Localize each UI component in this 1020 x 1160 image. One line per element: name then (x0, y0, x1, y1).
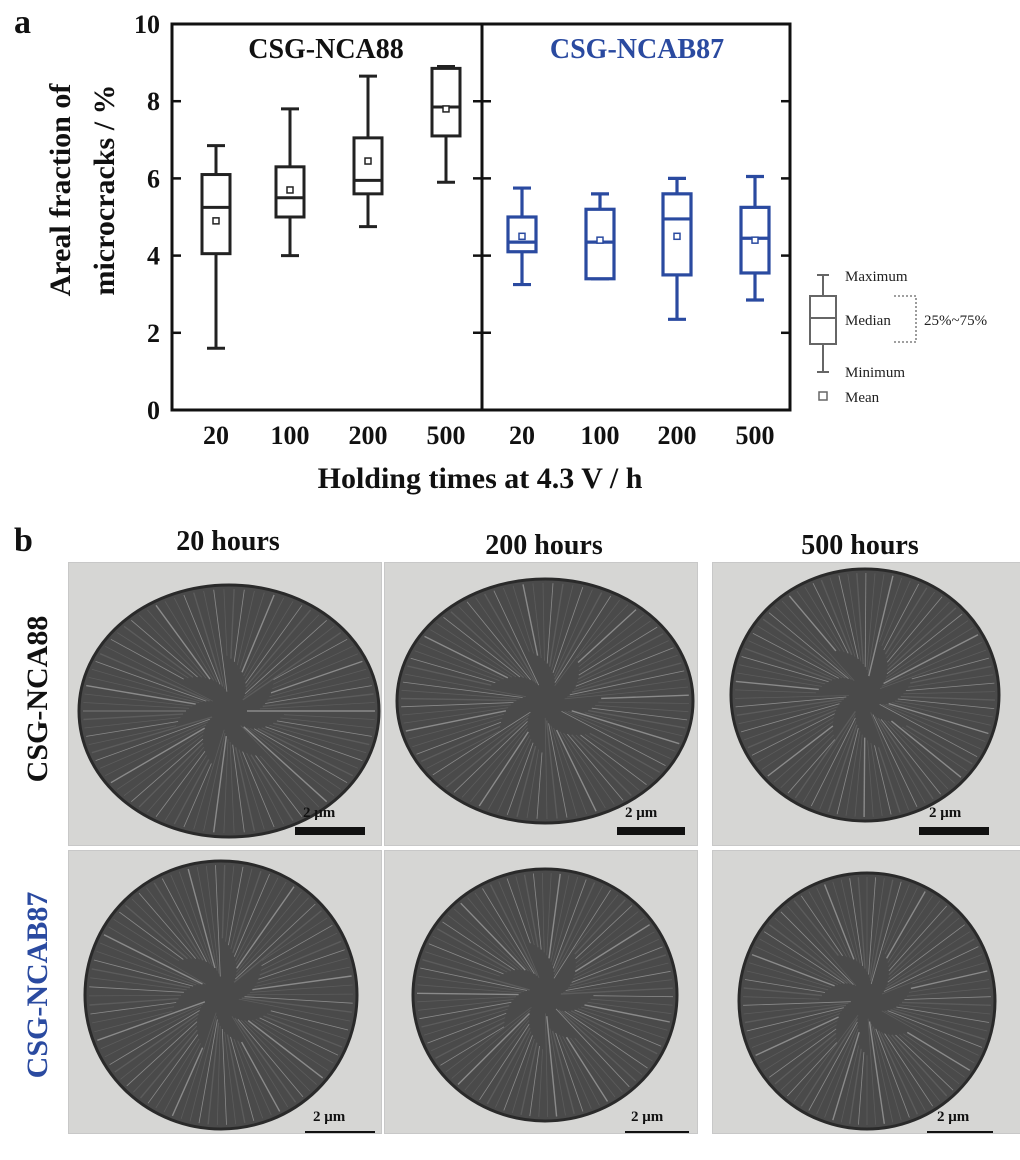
x-tick-label: 100 (581, 421, 620, 450)
mean-marker (286, 186, 294, 194)
y-tick-label: 8 (147, 87, 160, 116)
legend-range-bracket (894, 295, 917, 343)
panel-title: CSG-NCAB87 (550, 34, 724, 65)
legend-minimum-label: Minimum (845, 365, 905, 381)
row-label-csg-ncab87: CSG-NCAB87 (21, 891, 54, 1079)
column-title-200-hours: 200 hours (485, 530, 603, 561)
column-title-500-hours: 500 hours (801, 530, 919, 561)
mean-marker (212, 217, 220, 225)
row-label-csg-nca88: CSG-NCA88 (21, 615, 54, 783)
y-axis-label-line2: microcracks / % (88, 84, 121, 295)
scale-bar-label: 2 μm (937, 1109, 970, 1125)
scale-bar-label: 2 μm (929, 805, 962, 821)
particle-image (77, 583, 381, 839)
legend-box (809, 295, 837, 345)
column-title-20-hours: 20 hours (176, 526, 280, 557)
legend-mean-marker (818, 391, 828, 401)
mean-marker (596, 236, 604, 244)
mean-marker (751, 236, 759, 244)
scale-bar-label: 2 μm (313, 1109, 346, 1125)
x-tick-label: 20 (509, 421, 535, 450)
micrograph-ncab87-500h: 2 μm (712, 850, 1020, 1134)
box-iqr (352, 136, 384, 196)
mean-marker (518, 232, 526, 241)
particle-image (737, 871, 997, 1131)
particle-image (411, 867, 679, 1123)
panel-b-label: b (14, 522, 33, 559)
box-plot-chart: 0 2 4 6 8 10 Areal fraction of microcracks / % H… (44, 10, 987, 495)
panel-a-label: a (14, 4, 31, 41)
scale-bar (295, 827, 365, 835)
scale-bar-label: 2 μm (625, 805, 658, 821)
mean-marker (442, 105, 450, 113)
scale-bar (625, 1131, 689, 1133)
legend-maximum-label: Maximum (845, 269, 908, 285)
micrograph-nca88-20h: 2 μm (68, 562, 382, 846)
scale-bar (927, 1131, 993, 1133)
y-tick-label: 6 (147, 164, 160, 193)
y-tick-label: 0 (147, 396, 160, 425)
x-tick-label: 200 (658, 421, 697, 450)
box-iqr (200, 173, 232, 256)
box-iqr (430, 66, 462, 138)
legend-mean-label: Mean (845, 390, 880, 406)
particle-image (83, 859, 359, 1131)
x-axis-label: Holding times at 4.3 V / h (318, 462, 643, 495)
x-tick-label: 20 (203, 421, 229, 450)
micrograph-nca88-200h: 2 μm (384, 562, 698, 846)
scale-bar (305, 1131, 375, 1133)
particle-image (395, 577, 695, 825)
x-tick-label: 500 (427, 421, 466, 450)
x-tick-label: 200 (349, 421, 388, 450)
scale-bar-label: 2 μm (303, 805, 336, 821)
scale-bar-label: 2 μm (631, 1109, 664, 1125)
scale-bar (919, 827, 989, 835)
particle-image (729, 567, 1001, 823)
mean-marker (673, 232, 681, 241)
panel-title: CSG-NCA88 (248, 34, 404, 65)
y-tick-label: 10 (134, 10, 160, 39)
micrograph-ncab87-200h: 2 μm (384, 850, 698, 1134)
y-tick-label: 4 (147, 242, 160, 271)
micrograph-nca88-500h: 2 μm (712, 562, 1020, 846)
x-tick-label: 500 (736, 421, 775, 450)
y-tick-label: 2 (147, 319, 160, 348)
legend-median-label: Median (845, 313, 891, 329)
legend-range-label: 25%~75% (924, 313, 987, 329)
x-tick-label: 100 (271, 421, 310, 450)
y-axis-label-line1: Areal fraction of (44, 83, 77, 297)
mean-marker (364, 157, 372, 165)
box-iqr (584, 207, 616, 281)
scale-bar (617, 827, 685, 835)
micrograph-ncab87-20h: 2 μm (68, 850, 382, 1134)
